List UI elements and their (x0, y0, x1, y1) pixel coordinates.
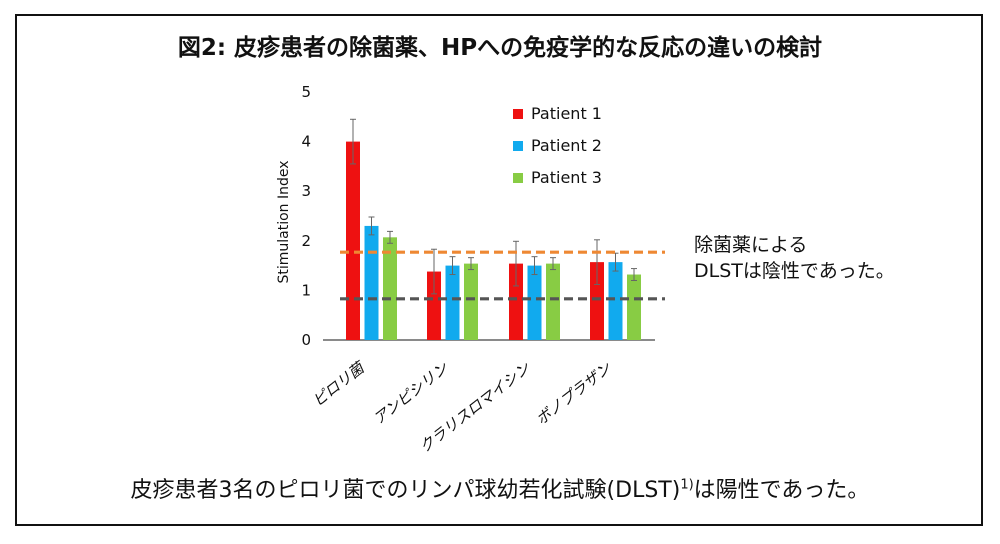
legend-label: Patient 1 (531, 104, 602, 123)
annotation-note: 除菌薬による DLSTは陰性であった。 (694, 232, 895, 284)
category-label: ボノプラザン (532, 358, 615, 428)
bar (509, 263, 523, 340)
bar (445, 265, 460, 340)
bar (383, 237, 397, 340)
legend: Patient 1 Patient 2 Patient 3 (513, 104, 602, 187)
y-tick-labels: 0 1 2 3 4 5 (301, 83, 311, 349)
legend-label: Patient 2 (531, 136, 602, 155)
reference-lines (340, 250, 665, 301)
bar (427, 271, 441, 340)
category-label: ピロリ菌 (309, 357, 370, 410)
bars (346, 118, 641, 340)
category-label: アンピシリン (370, 358, 452, 428)
bar (364, 225, 379, 340)
y-tick-label: 0 (301, 331, 311, 349)
y-tick-label: 1 (301, 281, 311, 299)
legend-swatch (513, 141, 523, 151)
bar (464, 263, 478, 340)
legend-swatch (513, 109, 523, 119)
bar (590, 262, 604, 340)
caption-footnote-mark: 1) (680, 477, 694, 493)
legend-swatch (513, 173, 523, 183)
y-tick-label: 5 (301, 83, 311, 101)
bar (527, 265, 542, 340)
slide-frame (15, 14, 983, 526)
bar (627, 274, 641, 340)
slide-caption: 皮疹患者3名のピロリ菌でのリンパ球幼若化試験(DLST)1)は陽性であった。 (0, 472, 1000, 504)
caption-main: 皮疹患者3名のピロリ菌でのリンパ球幼若化試験(DLST) (130, 478, 681, 503)
y-axis-label: Stimulation Index (276, 160, 292, 283)
bar (346, 141, 360, 340)
note-line-2: DLSTは陰性であった。 (694, 260, 895, 282)
note-line-1: 除菌薬による (694, 234, 808, 256)
bar (608, 262, 623, 340)
y-tick-label: 2 (301, 232, 311, 250)
y-tick-label: 3 (301, 182, 311, 200)
bar (546, 263, 560, 340)
slide-title: 図2: 皮疹患者の除菌薬、HPへの免疫学的な反応の違いの検討 (177, 35, 823, 61)
caption-tail: は陽性であった。 (693, 478, 870, 503)
y-tick-label: 4 (301, 133, 311, 151)
legend-label: Patient 3 (531, 168, 602, 187)
